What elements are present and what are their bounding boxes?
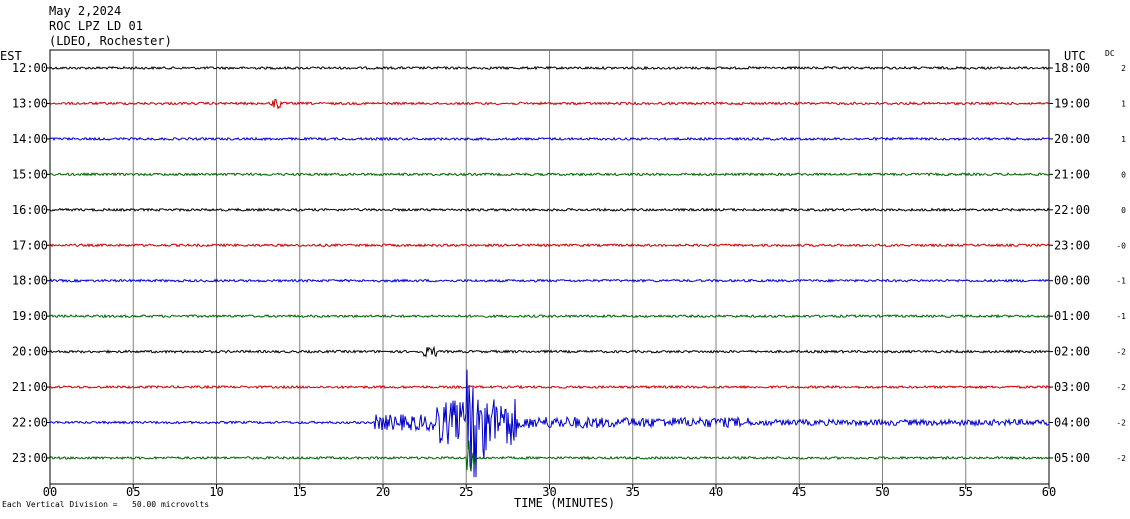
trace-line: [49, 136, 1050, 142]
dc-axis-label: DC: [1105, 49, 1115, 58]
trace-line: [49, 369, 1050, 478]
x-tick-label: 30: [542, 485, 556, 499]
scale-note: Each Vertical Division = 50.00 microvolt…: [2, 500, 210, 509]
dc-offset-label: 2: [1121, 64, 1126, 73]
est-time-label: 18:00: [12, 274, 48, 288]
est-time-label: 17:00: [12, 238, 48, 252]
dc-offset-label: -2: [1116, 348, 1126, 357]
dc-offset-label: 1: [1121, 99, 1126, 108]
est-time-label: 13:00: [12, 96, 48, 110]
est-time-label: 15:00: [12, 167, 48, 181]
trace-group: [49, 65, 1050, 478]
utc-time-label: 18:00: [1054, 61, 1090, 75]
trace-line: [49, 345, 1050, 358]
trace-line: [49, 384, 1050, 390]
utc-time-label: 00:00: [1054, 274, 1090, 288]
utc-time-label: 03:00: [1054, 380, 1090, 394]
x-tick-label: 25: [459, 485, 473, 499]
trace-line: [49, 278, 1050, 284]
utc-time-label: 02:00: [1054, 345, 1090, 359]
est-time-label: 23:00: [12, 451, 48, 465]
utc-axis-label: UTC: [1064, 49, 1086, 63]
trace-line: [49, 440, 1050, 472]
est-time-label: 22:00: [12, 416, 48, 430]
x-tick-label: 20: [376, 485, 390, 499]
header-station: ROC LPZ LD 01: [49, 19, 143, 33]
utc-time-label: 01:00: [1054, 309, 1090, 323]
dc-offset-label: -2: [1116, 454, 1126, 463]
x-tick-label: 10: [209, 485, 223, 499]
est-axis-label: EST: [0, 49, 22, 63]
trace-line: [49, 172, 1050, 177]
utc-time-label: 21:00: [1054, 167, 1090, 181]
est-time-label: 21:00: [12, 380, 48, 394]
trace-line: [49, 207, 1050, 213]
x-tick-label: 00: [43, 485, 57, 499]
dc-offset-label: -1: [1116, 312, 1126, 321]
utc-time-label: 04:00: [1054, 416, 1090, 430]
trace-line: [49, 98, 1050, 110]
trace-line: [49, 65, 1050, 71]
utc-time-label: 19:00: [1054, 96, 1090, 110]
x-axis-title: TIME (MINUTES): [514, 496, 615, 510]
x-tick-label: 60: [1042, 485, 1056, 499]
x-tick-label: 50: [875, 485, 889, 499]
header-date: May 2,2024: [49, 4, 122, 18]
x-tick-label: 45: [792, 485, 806, 499]
est-time-label: 19:00: [12, 309, 48, 323]
utc-time-label: 05:00: [1054, 451, 1090, 465]
est-time-label: 16:00: [12, 203, 48, 217]
dc-offset-label: 1: [1121, 135, 1126, 144]
trace-line: [49, 313, 1050, 319]
x-tick-label: 05: [126, 485, 140, 499]
dc-offset-label: -0: [1116, 241, 1126, 250]
grid-lines: [46, 49, 1053, 489]
x-tick-label: 15: [293, 485, 307, 499]
dc-offset-label: -2: [1116, 383, 1126, 392]
dc-offset-label: 0: [1121, 206, 1126, 215]
x-tick-label: 55: [959, 485, 973, 499]
utc-time-label: 22:00: [1054, 203, 1090, 217]
est-time-label: 14:00: [12, 132, 48, 146]
dc-offset-label: -2: [1116, 419, 1126, 428]
utc-time-label: 23:00: [1054, 238, 1090, 252]
dc-offset-label: 0: [1121, 170, 1126, 179]
utc-time-label: 20:00: [1054, 132, 1090, 146]
header-network: (LDEO, Rochester): [49, 34, 172, 48]
x-tick-label: 40: [709, 485, 723, 499]
est-time-label: 20:00: [12, 345, 48, 359]
dc-offset-label: -1: [1116, 277, 1126, 286]
x-tick-label: 35: [626, 485, 640, 499]
trace-line: [49, 242, 1050, 248]
est-time-label: 12:00: [12, 61, 48, 75]
